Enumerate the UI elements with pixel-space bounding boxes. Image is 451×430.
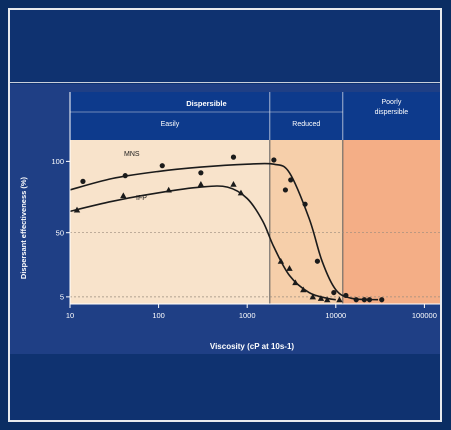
series-label-mns: MNS [124, 151, 140, 158]
header-label-poorly-dispersible: Poorly dispersible [375, 99, 409, 116]
point-ifp-10 [309, 293, 316, 300]
x-tick-label-100: 100 [152, 311, 165, 320]
point-mns-3 [198, 170, 204, 176]
point-ifp-8 [292, 279, 299, 286]
point-mns-4 [230, 154, 237, 160]
zone-bg-1 [269, 140, 343, 304]
point-mns-9 [314, 258, 321, 264]
curve-mns [69, 162, 379, 301]
point-mns-7 [288, 177, 294, 183]
x-tick-label-100000: 100000 [412, 311, 437, 320]
point-mns-0 [80, 178, 86, 184]
point-ifp-9 [300, 286, 307, 293]
x-tick-label-1000: 1000 [239, 311, 256, 320]
point-ifp-12 [324, 296, 331, 303]
point-mns-11 [343, 292, 349, 299]
point-mns-2 [159, 163, 165, 169]
chart-panel: Dispersible Easily Reduced Poorly dispersibl… [10, 84, 440, 354]
point-ifp-1 [120, 192, 127, 199]
point-mns-12 [353, 297, 359, 303]
curve-ifp [69, 185, 336, 301]
point-ifp-6 [277, 258, 285, 264]
point-mns-15 [379, 297, 385, 303]
point-ifp-13 [336, 296, 343, 303]
header-label-dispersible: Dispersible [186, 99, 226, 108]
point-ifp-2 [165, 186, 172, 193]
zone-bg-0 [70, 140, 270, 304]
band-divider [10, 82, 440, 83]
zone-bg-2 [342, 140, 440, 304]
y-axis-title: Dispersant effectiveness (%) [19, 176, 28, 279]
zone-header: Dispersible Easily Reduced Poorly dispersibl… [70, 92, 440, 140]
data-points [73, 154, 385, 303]
dispersant-effectiveness-chart: Dispersible Easily Reduced Poorly dispersibl… [19, 92, 440, 351]
point-mns-5 [271, 157, 277, 163]
point-mns-14 [366, 297, 373, 303]
header-band [70, 92, 440, 140]
top-band [10, 10, 440, 82]
series-labels: MNS IFP [124, 151, 147, 202]
x-tick-label-10: 10 [66, 311, 74, 320]
point-ifp-3 [197, 181, 205, 187]
header-label-easily: Easily [161, 121, 180, 128]
point-mns-13 [361, 297, 367, 303]
zone-backgrounds [70, 92, 440, 304]
point-mns-1 [122, 173, 128, 179]
x-axis-title: Viscosity (cP at 10s-1) [210, 342, 295, 351]
header-label-reduced: Reduced [292, 121, 320, 128]
y-tick-label-100: 100 [51, 157, 64, 166]
point-ifp-7 [286, 265, 293, 271]
axes: 10 100 1000 10000 100000 5 50 100 [51, 92, 440, 320]
point-ifp-5 [237, 189, 245, 196]
fitted-curves [69, 162, 379, 301]
point-mns-8 [302, 201, 308, 207]
y-tick-label-5: 5 [60, 292, 64, 301]
y-tick-label-50: 50 [56, 228, 64, 237]
point-mns-10 [331, 289, 337, 296]
series-label-ifp: IFP [136, 195, 147, 202]
reference-lines [70, 232, 440, 298]
bottom-band [10, 356, 440, 420]
point-ifp-0 [73, 206, 81, 213]
point-mns-6 [282, 187, 289, 193]
x-tick-label-10000: 10000 [325, 311, 346, 320]
point-ifp-11 [317, 295, 325, 301]
point-ifp-4 [230, 181, 237, 187]
